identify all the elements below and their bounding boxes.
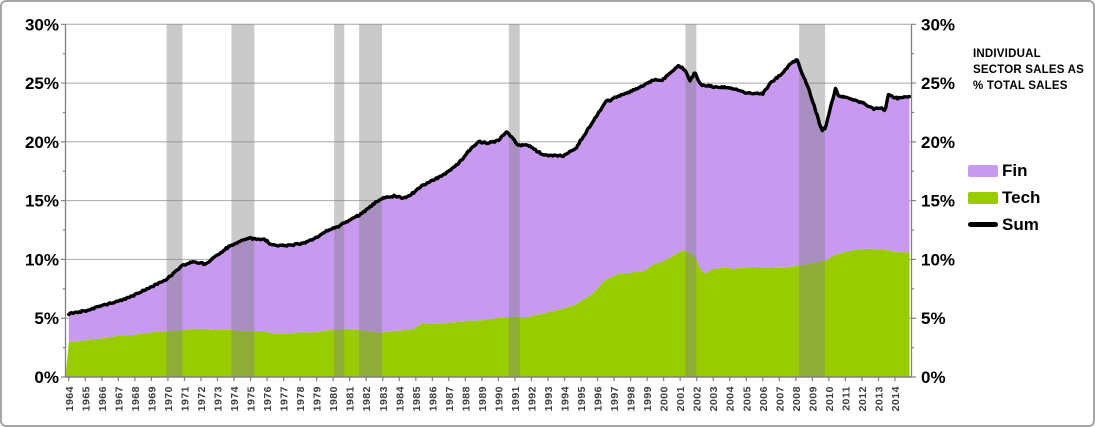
svg-text:1975: 1975: [246, 386, 258, 411]
svg-text:0%: 0%: [921, 368, 946, 387]
svg-text:20%: 20%: [921, 133, 955, 152]
recession-bands: [166, 24, 826, 378]
svg-text:1988: 1988: [460, 386, 472, 411]
svg-text:25%: 25%: [921, 74, 955, 93]
svg-text:1984: 1984: [394, 386, 406, 411]
svg-text:1985: 1985: [411, 386, 423, 411]
sum-line: [67, 58, 912, 317]
svg-text:2007: 2007: [774, 386, 786, 411]
legend-item-tech: Tech: [968, 187, 1093, 208]
svg-text:1991: 1991: [510, 386, 522, 411]
svg-text:2001: 2001: [675, 386, 687, 411]
svg-text:2013: 2013: [873, 386, 885, 411]
svg-text:1968: 1968: [130, 386, 142, 411]
svg-text:1989: 1989: [477, 386, 489, 411]
legend-item-fin: Fin: [968, 160, 1093, 181]
x-axis-labels: 1964 1965 1966 1967 1968 1969 1970 1971 1972 1973…: [64, 386, 902, 411]
svg-text:2005: 2005: [741, 386, 753, 411]
svg-text:15%: 15%: [921, 192, 955, 211]
svg-text:5%: 5%: [921, 309, 946, 328]
svg-text:2000: 2000: [659, 386, 671, 411]
legend-label-tech: Tech: [1002, 187, 1041, 207]
svg-text:1980: 1980: [328, 386, 340, 411]
svg-text:1972: 1972: [196, 386, 208, 411]
svg-text:0%: 0%: [34, 368, 59, 387]
svg-text:1986: 1986: [427, 386, 439, 411]
svg-text:1997: 1997: [609, 386, 621, 411]
svg-text:5%: 5%: [34, 309, 59, 328]
svg-text:2006: 2006: [758, 386, 770, 411]
svg-text:1995: 1995: [576, 386, 588, 411]
svg-text:1992: 1992: [526, 386, 538, 411]
svg-text:1970: 1970: [163, 386, 175, 411]
svg-text:1971: 1971: [179, 386, 191, 411]
svg-text:1973: 1973: [213, 386, 225, 411]
axes: [61, 23, 916, 381]
svg-text:2011: 2011: [840, 386, 852, 411]
svg-text:2009: 2009: [807, 386, 819, 411]
svg-text:1965: 1965: [80, 386, 92, 411]
svg-text:20%: 20%: [25, 133, 59, 152]
svg-text:1979: 1979: [312, 386, 324, 411]
svg-text:1993: 1993: [543, 386, 555, 411]
svg-text:1974: 1974: [229, 386, 241, 411]
svg-text:1990: 1990: [493, 386, 505, 411]
svg-text:1983: 1983: [378, 386, 390, 411]
chart-annotation: INDIVIDUAL SECTOR SALES AS % TOTAL SALES: [973, 46, 1093, 94]
svg-text:25%: 25%: [25, 74, 59, 93]
fin-swatch-icon: [968, 164, 998, 177]
svg-text:30%: 30%: [921, 15, 955, 34]
annotation-line-3: % TOTAL SALES: [973, 80, 1068, 92]
svg-text:1996: 1996: [593, 386, 605, 411]
svg-text:1998: 1998: [626, 386, 638, 411]
svg-text:2012: 2012: [857, 386, 869, 411]
legend-label-sum: Sum: [1002, 214, 1039, 234]
legend-label-fin: Fin: [1002, 160, 1028, 180]
sum-line-swatch-icon: [968, 222, 998, 227]
y-axis-labels-right: 0% 5% 10% 15% 20% 25% 30%: [921, 15, 955, 387]
svg-text:2014: 2014: [890, 386, 902, 411]
svg-text:1964: 1964: [64, 386, 76, 411]
svg-text:1967: 1967: [113, 386, 125, 411]
svg-text:1978: 1978: [295, 386, 307, 411]
annotation-line-1: INDIVIDUAL: [973, 48, 1041, 60]
svg-text:2004: 2004: [725, 386, 737, 411]
svg-text:2002: 2002: [692, 386, 704, 411]
svg-text:1969: 1969: [146, 386, 158, 411]
svg-text:1981: 1981: [345, 386, 357, 411]
svg-text:1994: 1994: [560, 386, 572, 411]
svg-text:1977: 1977: [279, 386, 291, 411]
fin-area: [68, 60, 910, 343]
svg-text:1987: 1987: [444, 386, 456, 411]
legend-item-sum: Sum: [968, 214, 1093, 235]
svg-text:10%: 10%: [921, 250, 955, 269]
svg-text:1982: 1982: [361, 386, 373, 411]
svg-text:15%: 15%: [25, 192, 59, 211]
svg-text:2003: 2003: [708, 386, 720, 411]
chart-legend: Fin Tech Sum: [968, 160, 1093, 241]
annotation-line-2: SECTOR SALES AS: [973, 64, 1084, 76]
tech-area: [65, 248, 910, 377]
svg-text:2010: 2010: [824, 386, 836, 411]
tech-swatch-icon: [968, 191, 998, 204]
svg-text:30%: 30%: [25, 15, 59, 34]
svg-text:1999: 1999: [642, 386, 654, 411]
svg-text:1966: 1966: [97, 386, 109, 411]
y-axis-labels-left: 0% 5% 10% 15% 20% 25% 30%: [25, 15, 59, 387]
svg-text:1976: 1976: [262, 386, 274, 411]
svg-text:2008: 2008: [791, 386, 803, 411]
svg-text:10%: 10%: [25, 250, 59, 269]
